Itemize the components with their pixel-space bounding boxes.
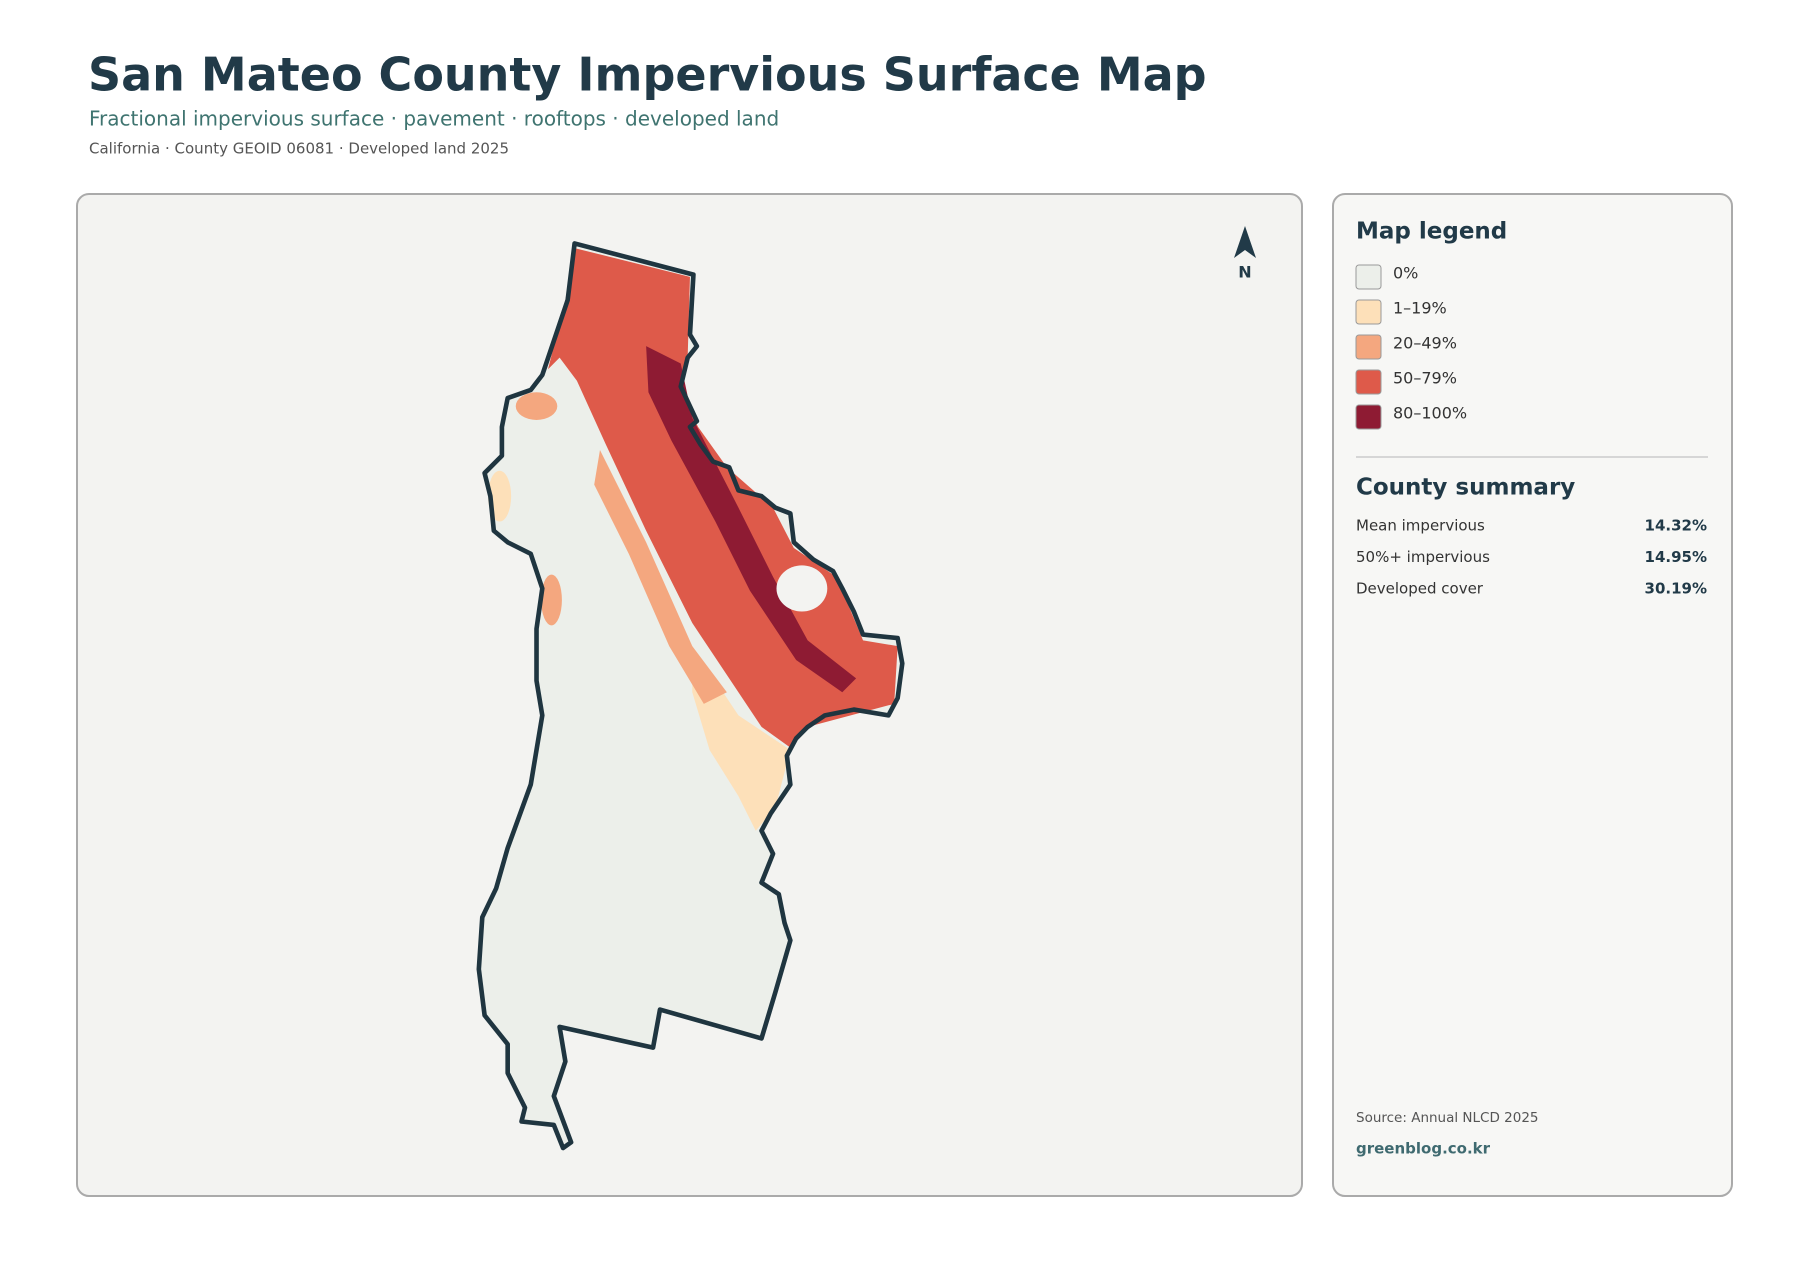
bay-inlet — [776, 565, 828, 612]
north-arrow — [1234, 226, 1256, 258]
north-label: N — [1238, 263, 1251, 282]
legend-label: 80–100% — [1393, 404, 1467, 423]
legend-label: 20–49% — [1393, 334, 1457, 353]
summary-value: 30.19% — [1645, 580, 1707, 598]
legend-swatch — [1355, 264, 1382, 290]
legend: 0% 1–19% 20–49% 50–79% 80–100% — [1355, 264, 1467, 430]
county-map — [476, 241, 905, 1151]
summary-title: County summary — [1356, 475, 1575, 501]
summary-value: 14.32% — [1645, 517, 1707, 535]
county-outline — [476, 241, 905, 1151]
site: greenblog.co.kr — [1356, 1140, 1491, 1158]
legend-label: 0% — [1393, 264, 1418, 283]
summary-value: 14.95% — [1645, 548, 1707, 566]
legend-title: Map legend — [1356, 219, 1507, 245]
subtitle: Fractional impervious surface · pavement… — [89, 107, 779, 131]
meta: California · County GEOID 06081 · Develo… — [89, 140, 509, 158]
sidebar — [1332, 193, 1733, 1197]
developed-area — [515, 392, 558, 420]
summary-label: Mean impervious — [1356, 517, 1485, 535]
legend-swatch — [1355, 369, 1382, 395]
legend-swatch — [1355, 404, 1382, 430]
summary: Mean impervious 14.32% 50%+ impervious 14.9… — [1356, 517, 1707, 598]
title: San Mateo County Impervious Surface Map — [88, 48, 1207, 102]
developed-area — [646, 346, 857, 693]
legend-label: 50–79% — [1393, 369, 1457, 388]
summary-label: Developed cover — [1356, 580, 1484, 598]
county-fill — [478, 243, 903, 1149]
developed-area — [594, 449, 727, 704]
summary-label: 50%+ impervious — [1356, 548, 1490, 566]
source: Source: Annual NLCD 2025 — [1356, 1110, 1539, 1126]
legend-swatch — [1355, 334, 1382, 360]
legend-swatch — [1355, 299, 1382, 325]
developed-area — [541, 574, 562, 626]
legend-label: 1–19% — [1393, 299, 1447, 318]
